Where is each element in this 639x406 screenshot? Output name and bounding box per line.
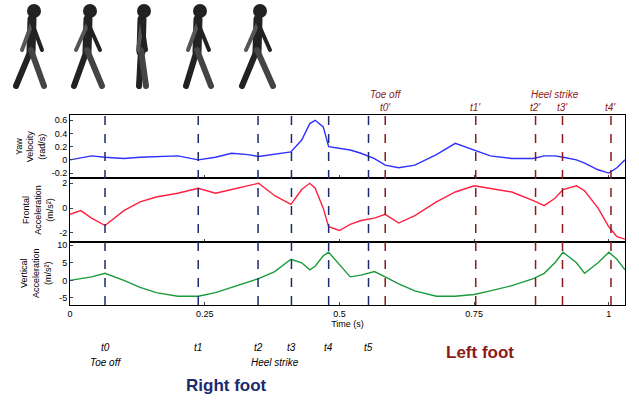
svg-text:2: 2 <box>62 178 67 188</box>
svg-text:Toe off: Toe off <box>90 357 121 368</box>
svg-text:t5: t5 <box>364 342 373 353</box>
svg-text:5: 5 <box>62 258 67 268</box>
svg-text:-5: -5 <box>59 293 67 303</box>
svg-text:FrontalAcceleration(m/s²): FrontalAcceleration(m/s²) <box>21 185 54 235</box>
svg-text:t4': t4' <box>605 102 616 113</box>
svg-text:0.5: 0.5 <box>333 309 346 319</box>
svg-text:0.25: 0.25 <box>196 309 214 319</box>
svg-text:Heel strike: Heel strike <box>531 89 579 100</box>
svg-text:0: 0 <box>67 309 72 319</box>
svg-text:VerticalAcceleration(m/s²): VerticalAcceleration(m/s²) <box>19 249 52 299</box>
svg-text:YawVelocity(rad/s): YawVelocity(rad/s) <box>14 131 47 163</box>
svg-text:0.75: 0.75 <box>465 309 483 319</box>
svg-text:t0: t0 <box>101 342 110 353</box>
svg-text:-0.2: -0.2 <box>52 168 68 178</box>
svg-text:t2: t2 <box>254 342 263 353</box>
svg-text:Left foot: Left foot <box>446 343 514 362</box>
svg-text:-2: -2 <box>59 228 67 238</box>
svg-text:t2': t2' <box>530 102 541 113</box>
svg-text:t4: t4 <box>324 342 333 353</box>
svg-text:0.2: 0.2 <box>55 142 68 152</box>
svg-text:0: 0 <box>62 203 67 213</box>
svg-text:1: 1 <box>606 309 611 319</box>
svg-text:0.6: 0.6 <box>55 115 68 125</box>
svg-text:Right foot: Right foot <box>186 376 267 395</box>
svg-text:t3: t3 <box>287 342 296 353</box>
svg-text:0: 0 <box>62 276 67 286</box>
svg-text:t1: t1 <box>194 342 202 353</box>
svg-text:Toe off: Toe off <box>370 89 401 100</box>
svg-text:Time (s): Time (s) <box>331 319 364 329</box>
svg-text:10: 10 <box>57 240 67 250</box>
svg-text:t0': t0' <box>380 102 391 113</box>
svg-text:0.4: 0.4 <box>55 129 68 139</box>
svg-text:0: 0 <box>62 155 67 165</box>
svg-text:t1': t1' <box>470 102 481 113</box>
svg-text:t3': t3' <box>557 102 568 113</box>
svg-text:Heel strike: Heel strike <box>251 357 299 368</box>
